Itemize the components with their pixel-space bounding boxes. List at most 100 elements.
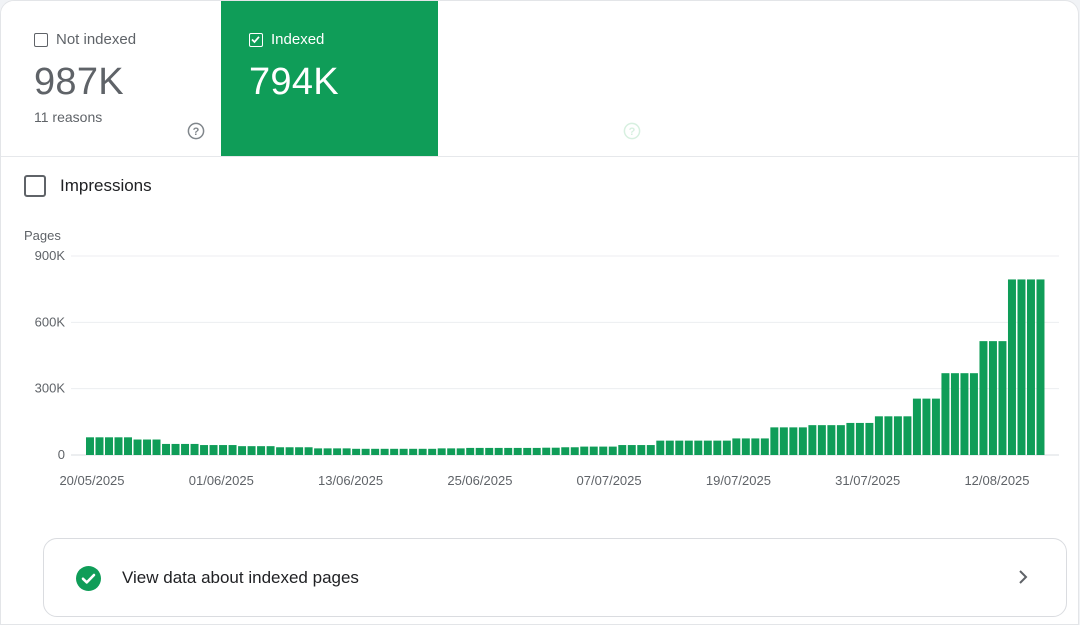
chart-bar [1007,279,1016,455]
chart-bar [941,373,950,455]
chart-bar [257,446,266,455]
svg-text:?: ? [193,126,200,138]
checkbox-checked-icon[interactable] [249,32,263,47]
chart-bar [95,437,104,455]
chart-bar [618,445,627,455]
chart-bar [884,416,893,455]
chart-bar [789,427,798,455]
chart-bar [238,446,247,455]
chart-bar [912,398,921,455]
chart-bar [266,446,275,455]
impressions-label: Impressions [60,176,152,195]
chart-bar [276,447,285,455]
check-circle-icon [76,566,101,591]
chart-bar [133,439,142,455]
chart-bar [656,440,665,455]
tab-not-indexed-header: Not indexed [34,31,136,48]
chart-bar [798,427,807,455]
chart-bar [694,440,703,455]
x-tick-label: 31/07/2025 [835,473,900,488]
chart-bar [494,447,503,455]
help-circle-icon[interactable]: ? [187,122,205,140]
chart-bar [903,416,912,455]
chart-bar [418,448,427,455]
chart-bar [950,373,959,455]
view-indexed-pages-link[interactable]: View data about indexed pages [43,538,1067,617]
chart-bar [532,447,541,455]
summary-tabs: Not indexed 987K 11 reasons ? Indexed 79… [1,1,1078,157]
chart-bar [409,448,418,455]
indexed-count: 794K [249,61,339,103]
chart-bar [342,448,351,455]
chevron-right-icon[interactable] [1016,568,1030,586]
chart-bar [219,445,228,455]
x-tick-label: 20/05/2025 [59,473,124,488]
chart-y-axis-label: Pages [24,228,61,243]
chart-bar [627,445,636,455]
chart-bar [608,446,617,455]
chart-bar [399,448,408,455]
chart-bar [295,447,304,455]
chart-bar [827,425,836,455]
chart-bar [504,447,513,455]
chart-bar [741,438,750,455]
tab-not-indexed[interactable]: Not indexed 987K 11 reasons ? [1,1,221,156]
impressions-toggle[interactable]: Impressions [24,175,152,197]
not-indexed-reasons: 11 reasons [34,109,103,125]
chart-bar [228,445,237,455]
chart-bar [456,448,465,455]
chart-bar [105,437,113,455]
chart-bar [713,440,722,455]
chart-bar [846,422,855,455]
chart-bars [86,279,1045,455]
chart-bar [779,427,788,455]
chart-bar [285,447,294,455]
tab-indexed[interactable]: Indexed 794K ? [221,1,641,156]
chart-bar [551,447,560,455]
chart-bar [304,447,313,455]
chart-bar [1036,279,1045,455]
chart-bar [314,448,323,455]
impressions-checkbox[interactable] [24,175,46,197]
x-tick-label: 25/06/2025 [447,473,512,488]
chart-bar [808,425,817,455]
help-circle-icon[interactable]: ? [623,122,641,140]
chart-bar [960,373,969,455]
chart-bar [931,398,940,455]
tab-not-indexed-label: Not indexed [56,31,137,48]
chart-bar [893,416,902,455]
chart-bar [760,438,769,455]
chart-bar [969,373,978,455]
chart-bar [437,448,446,455]
chart-bar [922,398,931,455]
chart-bar [770,427,779,455]
chart-bar [371,448,380,455]
chart-bar [1026,279,1035,455]
chart-bar [143,439,152,455]
chart-bar [561,447,570,455]
chart-bar [475,447,484,455]
chart-bar [589,446,598,455]
svg-text:?: ? [629,126,636,138]
chart-bar [523,447,532,455]
chart-bar [209,445,218,455]
chart-bar [865,422,874,455]
tab-indexed-header: Indexed [249,31,324,48]
chart-bar [247,446,256,455]
chart-bar [722,440,731,455]
chart-bar [874,416,883,455]
chart-bar [817,425,826,455]
chart-bar [380,448,389,455]
chart-bar [86,437,94,455]
chart-bar [485,447,494,455]
chart-bar [703,440,712,455]
view-indexed-pages-label: View data about indexed pages [122,568,359,587]
chart-bar [675,440,684,455]
chart-bar [124,437,132,455]
chart-bar [428,448,437,455]
chart-bar [646,445,655,455]
chart-bar [988,341,997,455]
checkbox-unchecked-icon[interactable] [34,32,48,47]
chart-bar [542,447,551,455]
y-tick-label: 0 [58,447,65,462]
